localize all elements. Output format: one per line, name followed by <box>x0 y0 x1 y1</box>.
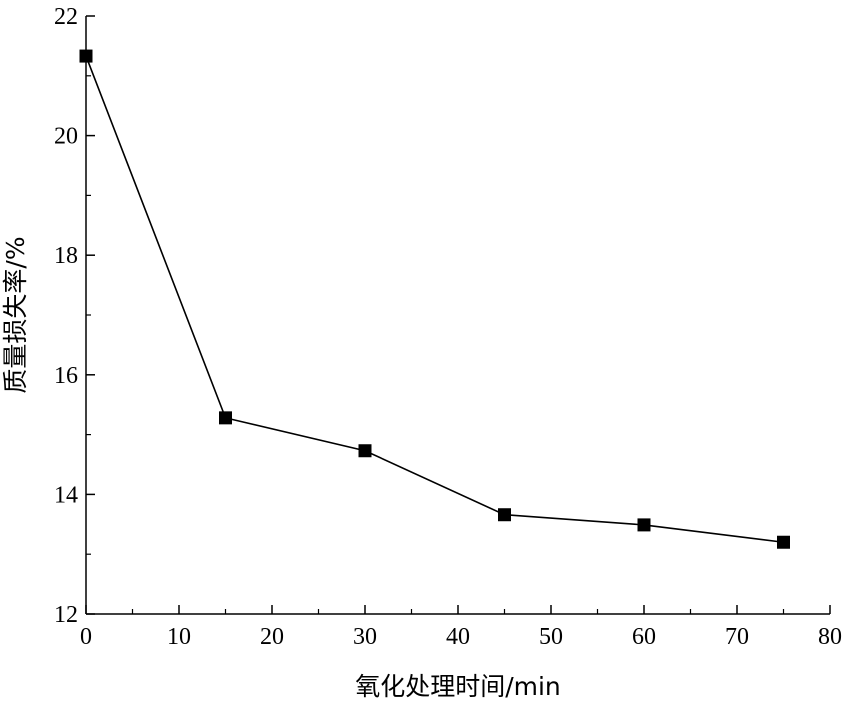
x-tick-label: 20 <box>260 624 284 650</box>
y-tick-label: 16 <box>54 363 78 389</box>
x-tick-label: 80 <box>818 624 842 650</box>
data-point <box>498 508 511 522</box>
data-point <box>219 411 232 425</box>
x-tick-label: 40 <box>446 624 470 650</box>
y-tick-label: 18 <box>54 243 78 269</box>
data-point <box>358 444 372 458</box>
axes <box>85 16 830 615</box>
x-tick-label: 70 <box>725 624 749 650</box>
y-tick-label: 14 <box>54 482 78 508</box>
y-axis-title: 质量损失率/% <box>1 236 30 393</box>
x-tick-label: 50 <box>539 624 563 650</box>
x-tick-label: 30 <box>353 624 377 650</box>
y-tick-label: 20 <box>54 124 78 150</box>
x-tick-label: 10 <box>167 624 191 650</box>
series-layer <box>79 49 790 549</box>
x-ticks: 0 10 20 30 40 50 60 70 80 <box>80 605 842 650</box>
y-tick-label: 22 <box>54 4 78 30</box>
data-point <box>79 49 93 63</box>
data-point <box>637 518 651 532</box>
x-tick-label: 0 <box>80 624 92 650</box>
y-ticks: 12 14 16 18 20 22 <box>54 4 95 628</box>
data-point <box>777 535 790 549</box>
y-tick-label: 12 <box>54 602 78 628</box>
x-axis-title: 氧化处理时间/min <box>355 672 561 701</box>
x-tick-label: 60 <box>632 624 656 650</box>
series-line <box>85 55 784 544</box>
